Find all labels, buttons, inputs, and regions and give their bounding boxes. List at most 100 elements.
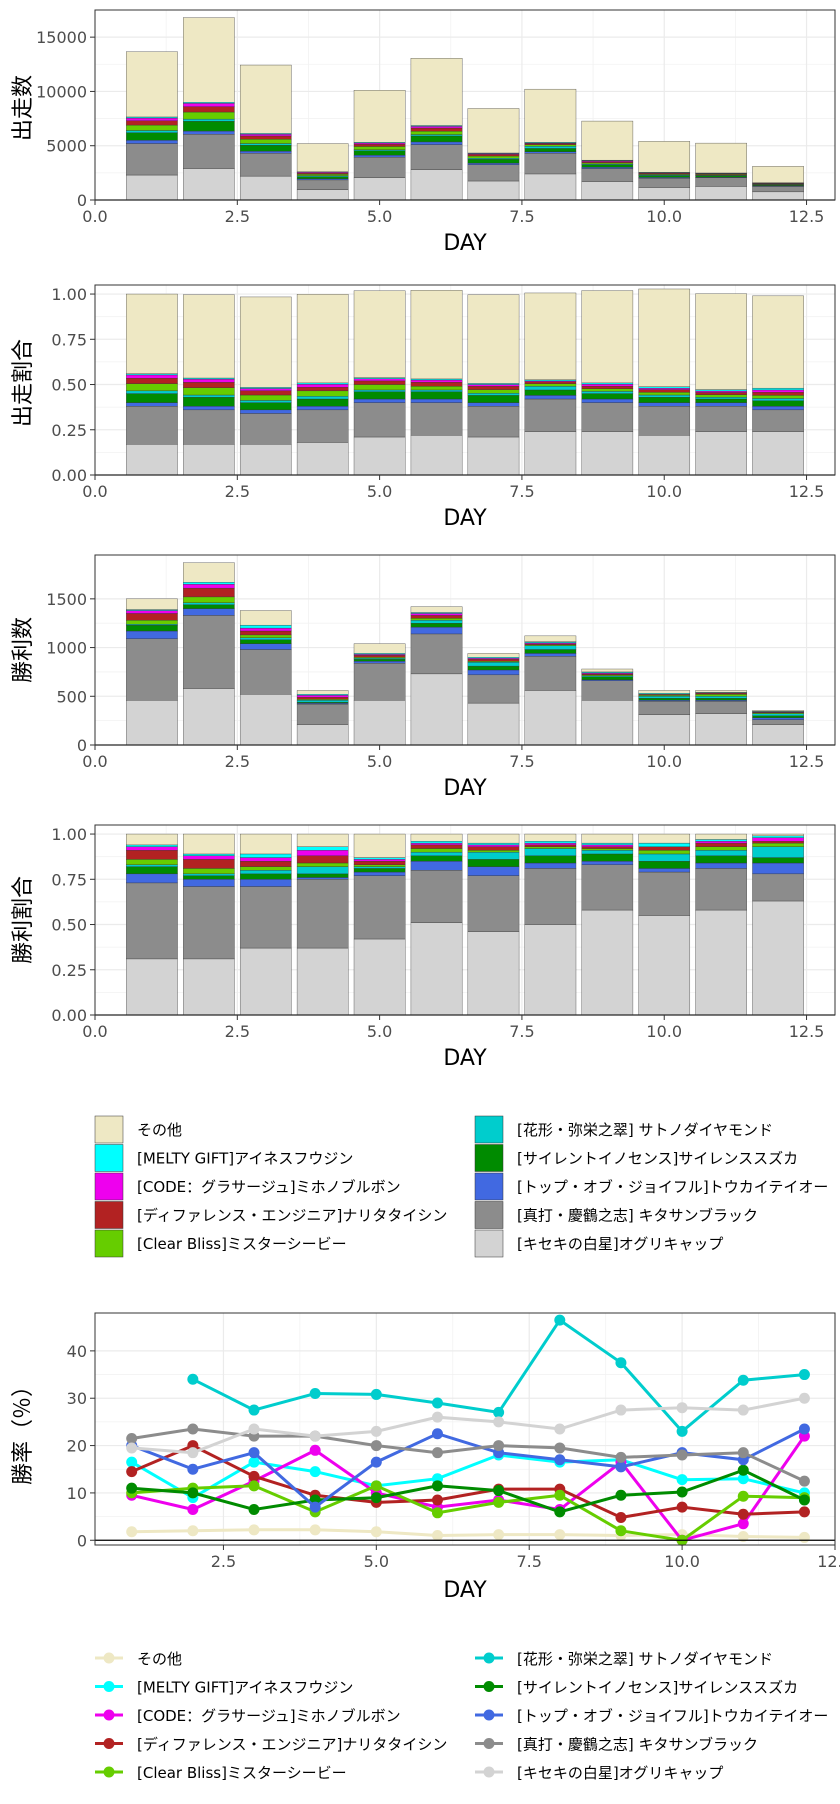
bar-segment <box>126 131 177 133</box>
bar-segment <box>468 932 519 1015</box>
bar-segment <box>525 841 576 843</box>
bar-segment <box>525 174 576 200</box>
bar-segment <box>354 399 405 403</box>
data-point <box>249 1405 260 1416</box>
bar-segment <box>240 861 291 866</box>
legend-label: [MELTY GIFT]アイネスフウジン <box>137 1150 353 1168</box>
bar-segment <box>752 901 803 1015</box>
legend-label: [サイレントイノセンス]サイレンススズカ <box>517 1150 798 1168</box>
bar-segment <box>468 847 519 851</box>
bar-segment <box>525 690 576 745</box>
bar-segment <box>297 442 348 475</box>
bar-segment <box>468 876 519 932</box>
x-tick-label: 10.0 <box>646 752 682 771</box>
bar-segment <box>639 188 690 200</box>
bar-segment <box>354 178 405 200</box>
bar-segment <box>468 395 519 402</box>
bar-segment <box>126 631 177 639</box>
legend-swatch <box>95 1230 123 1257</box>
bar-segment <box>183 410 234 444</box>
bar-segment <box>183 868 234 873</box>
bar-segment <box>126 121 177 125</box>
bar-segment <box>240 151 291 153</box>
legend-label: [MELTY GIFT]アイネスフウジン <box>137 1679 353 1697</box>
data-point <box>493 1497 504 1508</box>
bar-segment <box>183 119 234 121</box>
y-tick-label: 0 <box>77 191 87 210</box>
data-point <box>677 1486 688 1497</box>
bar-segment <box>240 410 291 414</box>
bar-segment <box>696 294 747 390</box>
bar-segment <box>468 390 519 394</box>
data-point <box>554 1490 565 1501</box>
legend-label: [真打・慶鶴之志] キタサンブラック <box>517 1207 758 1225</box>
bar-segment <box>525 849 576 856</box>
bar-segment <box>354 385 405 390</box>
y-tick-label: 20 <box>67 1437 87 1456</box>
data-point <box>126 1457 137 1468</box>
x-tick-label: 5.0 <box>367 1022 392 1041</box>
bar-segment <box>183 959 234 1015</box>
legend-marker <box>484 1738 495 1749</box>
bar-segment <box>183 444 234 475</box>
bar-segment <box>468 666 519 670</box>
y-axis-title: 出走数 <box>11 75 36 141</box>
bar-segment <box>183 382 234 387</box>
data-point <box>126 1433 137 1444</box>
bar-segment <box>411 856 462 861</box>
bar-segment <box>525 145 576 147</box>
data-point <box>126 1526 137 1537</box>
bar-segment <box>354 834 405 858</box>
data-point <box>799 1532 810 1543</box>
data-point <box>677 1426 688 1437</box>
bar-segment <box>752 716 803 718</box>
bar-segment <box>468 834 519 843</box>
bar-segment <box>240 134 291 136</box>
bar-segment <box>582 384 633 386</box>
bar-segment <box>468 406 519 437</box>
bar-segment <box>126 406 177 444</box>
bar-segment <box>354 403 405 437</box>
bar-segment <box>297 690 348 694</box>
bar-segment <box>752 390 803 392</box>
bar-segment <box>240 400 291 402</box>
legend-swatch <box>95 1145 123 1172</box>
bar-segment <box>354 872 405 876</box>
legend-label: [サイレントイノセンス]サイレンススズカ <box>517 1679 798 1697</box>
bar-segment <box>411 392 462 399</box>
data-point <box>738 1465 749 1476</box>
y-tick-label: 0 <box>77 736 87 755</box>
legend-swatch <box>475 1230 503 1257</box>
bar-segment <box>525 834 576 841</box>
x-tick-label: 10.0 <box>646 207 682 226</box>
data-point <box>554 1529 565 1540</box>
bar-segment <box>411 674 462 745</box>
bar-segment <box>752 186 803 191</box>
bar-segment <box>696 397 747 399</box>
data-point <box>432 1397 443 1408</box>
y-tick-label: 0.75 <box>51 870 87 889</box>
data-point <box>310 1524 321 1535</box>
x-tick-label: 10.0 <box>646 482 682 501</box>
bar-segment <box>582 681 633 700</box>
data-point <box>799 1424 810 1435</box>
bar-segment <box>752 166 803 182</box>
bar-segment <box>297 867 348 874</box>
bar-segment <box>411 618 462 620</box>
bar-segment <box>354 155 405 157</box>
bar-segment <box>582 169 633 182</box>
bar-segment <box>411 861 462 870</box>
legend-swatch <box>95 1116 123 1143</box>
x-tick-label: 12.5 <box>789 752 825 771</box>
legend-label: [CODE：グラサージュ]ミホノブルボン <box>137 1178 401 1196</box>
bar-segment <box>183 397 234 406</box>
bar-segment <box>752 841 803 843</box>
data-point <box>554 1506 565 1517</box>
bar-segment <box>183 854 234 856</box>
bar-segment <box>126 859 177 864</box>
bar-segment <box>752 398 803 400</box>
bar-segment <box>240 628 291 631</box>
legend-label: [キセキの白星]オグリキャップ <box>517 1764 723 1782</box>
bar-segment <box>354 876 405 939</box>
bar-segment <box>411 615 462 618</box>
